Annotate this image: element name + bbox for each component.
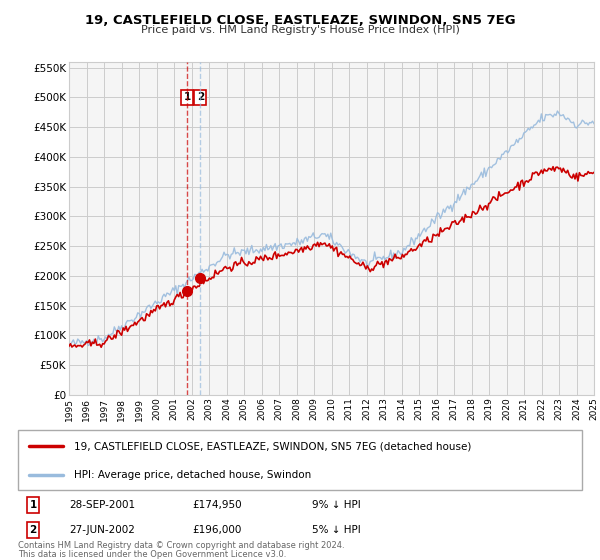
Text: Contains HM Land Registry data © Crown copyright and database right 2024.: Contains HM Land Registry data © Crown c… — [18, 541, 344, 550]
Text: This data is licensed under the Open Government Licence v3.0.: This data is licensed under the Open Gov… — [18, 550, 286, 559]
Text: Price paid vs. HM Land Registry's House Price Index (HPI): Price paid vs. HM Land Registry's House … — [140, 25, 460, 35]
Text: 2: 2 — [29, 525, 37, 535]
Text: 2: 2 — [197, 92, 204, 102]
Text: £196,000: £196,000 — [192, 525, 241, 535]
Text: 19, CASTLEFIELD CLOSE, EASTLEAZE, SWINDON, SN5 7EG: 19, CASTLEFIELD CLOSE, EASTLEAZE, SWINDO… — [85, 14, 515, 27]
FancyBboxPatch shape — [18, 430, 582, 490]
Text: 19, CASTLEFIELD CLOSE, EASTLEAZE, SWINDON, SN5 7EG (detached house): 19, CASTLEFIELD CLOSE, EASTLEAZE, SWINDO… — [74, 441, 472, 451]
Text: 5% ↓ HPI: 5% ↓ HPI — [312, 525, 361, 535]
Text: 1: 1 — [29, 500, 37, 510]
Text: HPI: Average price, detached house, Swindon: HPI: Average price, detached house, Swin… — [74, 470, 311, 480]
Text: 1: 1 — [184, 92, 191, 102]
Text: 27-JUN-2002: 27-JUN-2002 — [69, 525, 135, 535]
Text: £174,950: £174,950 — [192, 500, 242, 510]
Text: 28-SEP-2001: 28-SEP-2001 — [69, 500, 135, 510]
Text: 9% ↓ HPI: 9% ↓ HPI — [312, 500, 361, 510]
